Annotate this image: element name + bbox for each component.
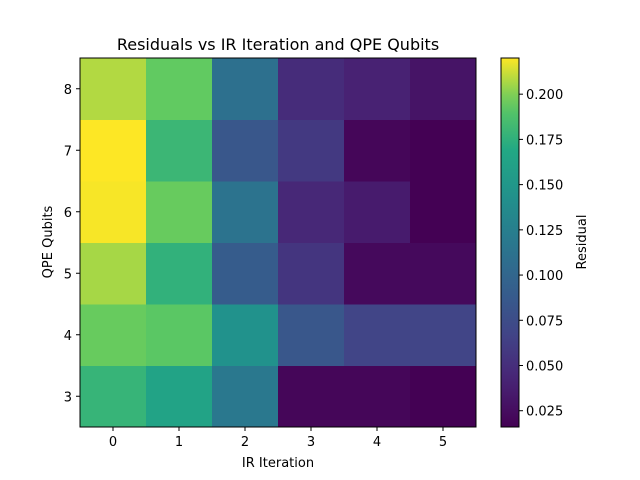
heatmap-cell <box>212 304 279 366</box>
y-tick-label: 3 <box>64 390 72 405</box>
heatmap-cell <box>410 58 477 120</box>
heatmap-cell <box>278 242 345 305</box>
heatmap-cell <box>278 119 345 182</box>
heatmap-cell <box>344 58 411 120</box>
colorbar-tick-label: 0.200 <box>526 88 563 103</box>
y-axis-ticks: 3 4 5 6 7 8 <box>64 83 80 405</box>
y-tick-label: 7 <box>64 144 72 159</box>
x-axis-ticks: 0 1 2 3 4 5 <box>109 427 447 450</box>
heatmap-cell <box>212 181 279 243</box>
heatmap-cell <box>146 242 213 305</box>
colorbar-tick-label: 0.150 <box>526 179 563 194</box>
chart-title: Residuals vs IR Iteration and QPE Qubits <box>117 35 439 54</box>
heatmap-cell <box>212 242 279 305</box>
heatmap-cell <box>410 365 477 428</box>
x-tick-label: 1 <box>175 435 183 450</box>
colorbar-tick-label: 0.125 <box>526 224 563 239</box>
heatmap-cell <box>344 119 411 182</box>
heatmap-cell <box>278 58 345 120</box>
colorbar-ticks: 0.025 0.050 0.075 0.100 0.125 0.150 0.175 0.200 <box>519 88 563 420</box>
heatmap-cell <box>344 242 411 305</box>
heatmap-cell <box>146 58 213 120</box>
heatmap-cell <box>344 304 411 366</box>
y-tick-label: 5 <box>64 267 72 282</box>
colorbar-label: Residual <box>575 215 590 270</box>
heatmap-cell <box>146 181 213 243</box>
colorbar <box>501 58 519 427</box>
heatmap-cell <box>410 119 477 182</box>
heatmap-cell <box>410 304 477 366</box>
heatmap-cell <box>212 58 279 120</box>
heatmap-cell <box>80 242 147 305</box>
heatmap-cell <box>212 119 279 182</box>
y-tick-label: 6 <box>64 206 72 221</box>
colorbar-tick-label: 0.025 <box>526 405 563 420</box>
x-tick-label: 0 <box>109 435 117 450</box>
heatmap-cell <box>278 304 345 366</box>
heatmap-cell <box>80 365 147 428</box>
heatmap-cell <box>278 365 345 428</box>
heatmap-cell <box>410 181 477 243</box>
heatmap-cell <box>80 181 147 243</box>
heatmap-cell <box>80 304 147 366</box>
heatmap-cell <box>80 58 147 120</box>
heatmap-cell <box>146 304 213 366</box>
colorbar-tick-label: 0.075 <box>526 314 563 329</box>
heatmap-cell <box>344 181 411 243</box>
heatmap-cell <box>146 119 213 182</box>
x-tick-label: 3 <box>307 435 315 450</box>
y-axis-label: QPE Qubits <box>41 205 56 278</box>
heatmap-cell <box>212 365 279 428</box>
x-axis-label: IR Iteration <box>242 456 314 471</box>
colorbar-tick-label: 0.100 <box>526 269 563 284</box>
colorbar-tick-label: 0.175 <box>526 133 563 148</box>
colorbar-frame <box>500 57 520 428</box>
colorbar-tick-label: 0.050 <box>526 360 563 375</box>
y-tick-label: 4 <box>64 329 72 344</box>
x-tick-label: 2 <box>241 435 249 450</box>
x-tick-label: 4 <box>373 435 381 450</box>
heatmap-cell <box>278 181 345 243</box>
x-tick-label: 5 <box>439 435 447 450</box>
plot-frame <box>79 57 477 428</box>
y-tick-label: 8 <box>64 83 72 98</box>
heatmap-cell <box>344 365 411 428</box>
heatmap-cell <box>80 119 147 182</box>
heatmap-cell <box>410 242 477 305</box>
heatmap-cells <box>80 58 477 428</box>
heatmap-cell <box>146 365 213 428</box>
